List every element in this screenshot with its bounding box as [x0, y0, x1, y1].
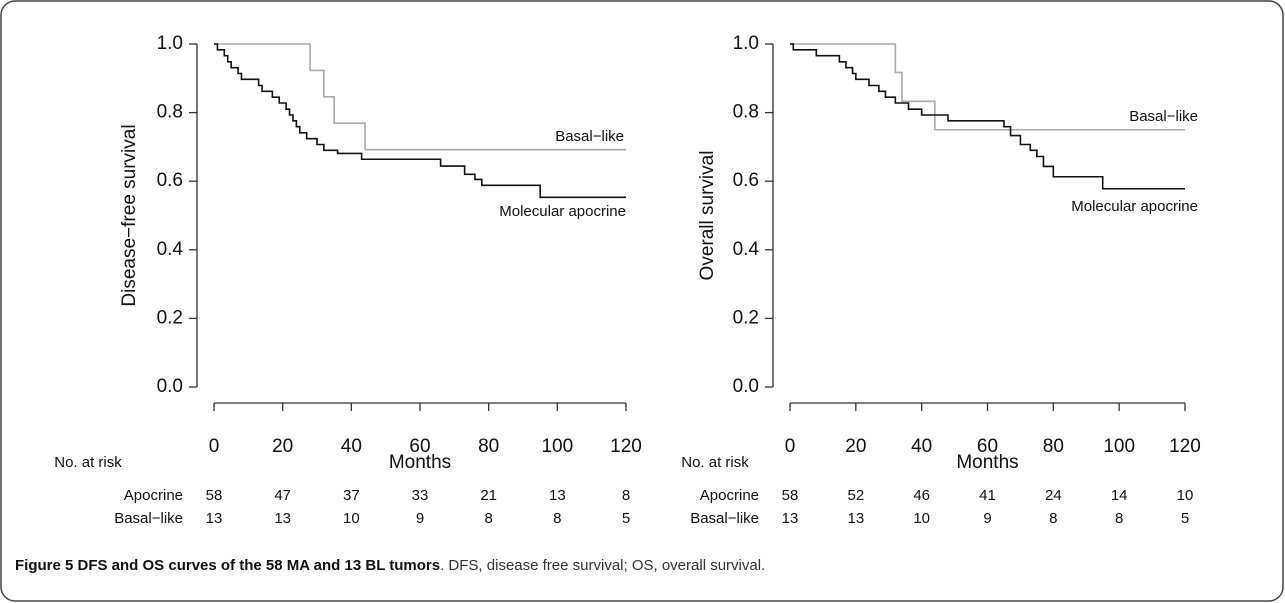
risk-count: 13	[206, 510, 223, 527]
risk-table-title: No. at risk	[54, 454, 122, 471]
x-tick-label: 60	[409, 436, 430, 457]
x-tick-label: 0	[785, 436, 796, 457]
risk-table-title: No. at risk	[681, 454, 749, 471]
risk-count: 13	[782, 510, 799, 527]
x-tick-label: 100	[541, 436, 573, 457]
risk-count: 47	[274, 487, 291, 504]
risk-count: 58	[206, 487, 223, 504]
risk-count: 14	[1111, 487, 1128, 504]
risk-row-label: Apocrine	[700, 487, 759, 504]
survival-curve	[214, 43, 626, 199]
x-tick-label: 80	[1043, 436, 1064, 457]
series-label: Molecular apocrine	[499, 203, 626, 220]
risk-count: 9	[983, 510, 991, 527]
y-axis-label: Overall survival	[697, 151, 718, 281]
y-tick-label: 1.0	[157, 33, 183, 54]
x-tick-label: 100	[1103, 436, 1135, 457]
risk-count: 52	[847, 487, 864, 504]
risk-count: 24	[1045, 487, 1062, 504]
x-axis-label: Months	[956, 452, 1018, 473]
risk-count: 13	[274, 510, 291, 527]
y-tick-label: 0.6	[157, 170, 183, 191]
risk-row-label: Apocrine	[124, 487, 183, 504]
series-label: Basal−like	[555, 128, 624, 145]
risk-count: 10	[1177, 487, 1194, 504]
risk-count: 37	[343, 487, 360, 504]
risk-count: 10	[913, 510, 930, 527]
x-tick-label: 120	[610, 436, 642, 457]
series-label: Molecular apocrine	[1071, 198, 1198, 215]
risk-count: 8	[1115, 510, 1123, 527]
series-label: Basal−like	[1129, 108, 1198, 125]
risk-count: 8	[622, 487, 630, 504]
x-tick-label: 120	[1169, 436, 1201, 457]
y-tick-label: 0.2	[157, 307, 183, 328]
risk-count: 8	[484, 510, 492, 527]
y-tick-label: 0.8	[157, 102, 183, 123]
caption-text: . DFS, disease free survival; OS, overal…	[440, 557, 765, 574]
risk-count: 46	[913, 487, 930, 504]
x-tick-label: 0	[209, 436, 220, 457]
y-tick-label: 0.0	[157, 376, 183, 397]
risk-count: 21	[480, 487, 497, 504]
risk-count: 33	[412, 487, 429, 504]
y-tick-label: 0.0	[733, 376, 759, 397]
survival-curve	[214, 43, 626, 151]
y-tick-label: 1.0	[733, 33, 759, 54]
risk-count: 8	[553, 510, 561, 527]
y-tick-label: 0.2	[733, 307, 759, 328]
x-tick-label: 40	[341, 436, 362, 457]
risk-row-label: Basal−like	[114, 510, 183, 527]
y-tick-label: 0.4	[733, 239, 760, 260]
risk-count: 58	[782, 487, 799, 504]
x-tick-label: 40	[911, 436, 932, 457]
x-axis-label: Months	[389, 452, 451, 473]
risk-count: 10	[343, 510, 360, 527]
y-axis-label: Disease−free survival	[119, 124, 140, 306]
risk-count: 5	[622, 510, 630, 527]
x-tick-label: 60	[977, 436, 998, 457]
x-tick-label: 20	[272, 436, 293, 457]
survival-curve	[790, 43, 1185, 131]
risk-count: 13	[847, 510, 864, 527]
y-tick-label: 0.6	[733, 170, 759, 191]
risk-count: 9	[416, 510, 424, 527]
risk-row-label: Basal−like	[690, 510, 759, 527]
survival-curve	[790, 43, 1185, 190]
caption: Figure 5 DFS and OS curves of the 58 MA …	[15, 557, 765, 574]
risk-count: 41	[979, 487, 996, 504]
y-tick-label: 0.4	[157, 239, 184, 260]
risk-count: 13	[549, 487, 566, 504]
risk-count: 8	[1049, 510, 1057, 527]
caption-label: Figure 5 DFS and OS curves of the 58 MA …	[15, 557, 440, 574]
x-tick-label: 20	[845, 436, 866, 457]
y-tick-label: 0.8	[733, 102, 759, 123]
x-tick-label: 80	[478, 436, 499, 457]
risk-count: 5	[1181, 510, 1189, 527]
